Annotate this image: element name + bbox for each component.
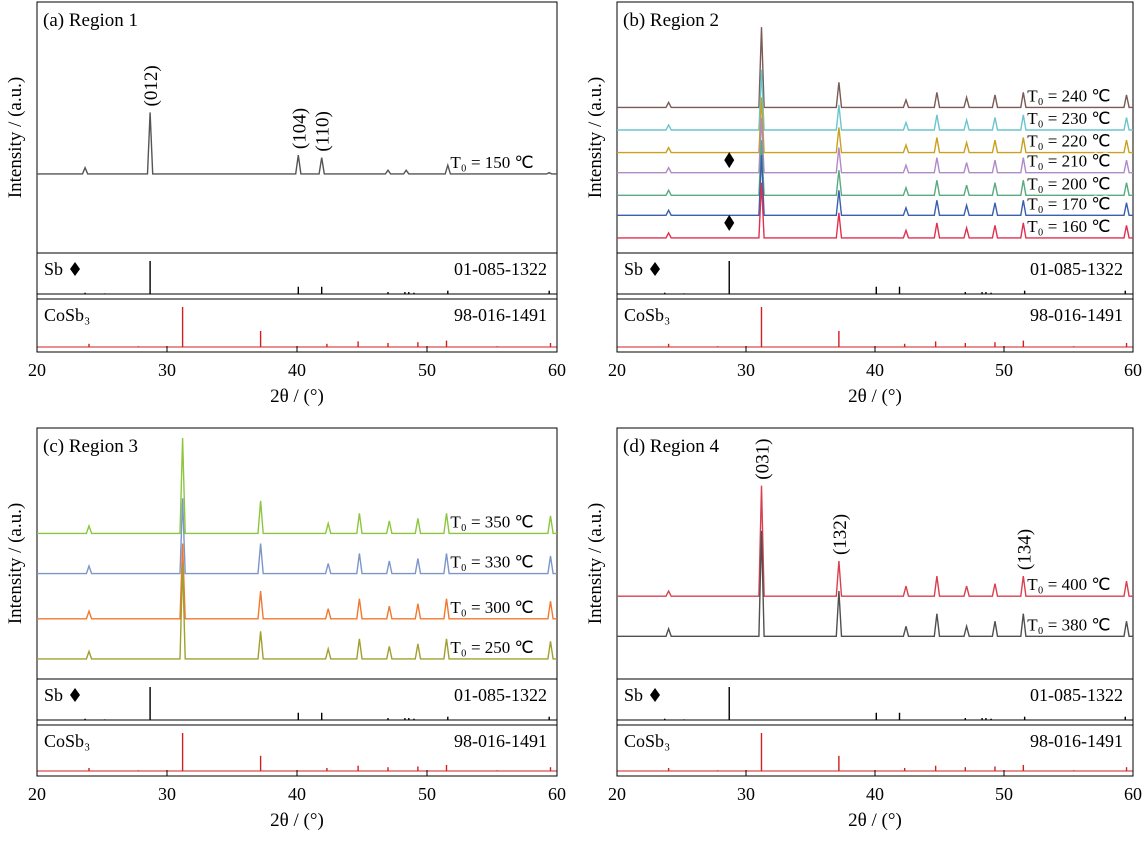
panel-title: (b) Region 2 xyxy=(623,10,719,31)
panel: (c) Region 3 T₀ = 350 ℃ T₀ = 330 ℃ T₀ = 300… xyxy=(5,427,566,831)
ref-name: Sb xyxy=(624,685,643,705)
peak-label: (132) xyxy=(830,514,851,555)
x-axis-label: 2θ / (°) xyxy=(270,810,324,831)
sb-symbol xyxy=(70,688,81,702)
ref-code: 98-016-1491 xyxy=(1030,305,1123,325)
xrd-pattern xyxy=(617,182,1133,239)
x-tick-label: 50 xyxy=(995,360,1013,380)
x-axis-label: 2θ / (°) xyxy=(848,386,902,407)
xrd-pattern xyxy=(37,498,557,575)
peak-label: (134) xyxy=(1014,529,1035,570)
series-label: T₀ = 230 ℃ xyxy=(1027,109,1110,128)
series-label: T₀ = 350 ℃ xyxy=(450,512,533,531)
sb-marker xyxy=(724,214,735,231)
x-tick-label: 50 xyxy=(418,360,436,380)
panel: (a) Region 1 T₀ = 150 ℃ (012) (104) (110) Sb 0… xyxy=(5,1,566,407)
series-label: T₀ = 160 ℃ xyxy=(1027,217,1110,236)
series-label: T₀ = 380 ℃ xyxy=(1027,615,1110,634)
ref-code: 01-085-1322 xyxy=(454,259,547,279)
panel-title: (c) Region 3 xyxy=(43,436,138,457)
xrd-pattern xyxy=(617,530,1133,637)
ref-name: Sb xyxy=(44,685,63,705)
series-label: T₀ = 250 ℃ xyxy=(450,638,533,657)
x-tick-label: 60 xyxy=(548,360,566,380)
x-tick-label: 40 xyxy=(866,360,884,380)
series-label: T₀ = 210 ℃ xyxy=(1027,152,1110,171)
panel: (d) Region 4 T₀ = 400 ℃ T₀ = 380 ℃ (031) (13… xyxy=(585,427,1142,831)
ref-name: Sb xyxy=(44,259,63,279)
x-tick-label: 20 xyxy=(28,360,46,380)
y-axis-label: Intensity / (a.u.) xyxy=(5,77,26,198)
xrd-pattern xyxy=(37,437,557,535)
sb-symbol xyxy=(70,262,81,276)
panel: (b) Region 2 T₀ = 240 ℃ T₀ = 230 ℃ T₀ = 220… xyxy=(585,1,1142,407)
xrd-pattern xyxy=(37,112,557,175)
series-label: T₀ = 300 ℃ xyxy=(450,598,533,617)
y-axis-label: Intensity / (a.u.) xyxy=(585,503,606,624)
y-axis-label: Intensity / (a.u.) xyxy=(5,503,26,624)
x-axis-label: 2θ / (°) xyxy=(848,810,902,831)
series-label: T₀ = 200 ℃ xyxy=(1027,174,1110,193)
ref-name: CoSb₃ xyxy=(44,731,90,751)
xrd-pattern xyxy=(617,140,1133,196)
series-label: T₀ = 150 ℃ xyxy=(450,153,533,172)
sb-symbol xyxy=(650,688,661,702)
ref-name: Sb xyxy=(624,259,643,279)
ref-code: 98-016-1491 xyxy=(1030,731,1123,751)
x-tick-label: 60 xyxy=(548,784,566,804)
x-tick-label: 30 xyxy=(158,784,176,804)
ref-name: CoSb₃ xyxy=(624,731,670,751)
x-tick-label: 40 xyxy=(866,784,884,804)
peak-label: (031) xyxy=(752,439,773,480)
xrd-pattern xyxy=(617,155,1133,216)
x-tick-label: 50 xyxy=(418,784,436,804)
ref-code: 01-085-1322 xyxy=(1030,259,1123,279)
sb-symbol xyxy=(650,262,661,276)
panel-title: (d) Region 4 xyxy=(623,436,720,457)
ref-code: 01-085-1322 xyxy=(454,685,547,705)
x-tick-label: 20 xyxy=(608,360,626,380)
x-axis-label: 2θ / (°) xyxy=(270,386,324,407)
x-tick-label: 60 xyxy=(1124,360,1142,380)
x-tick-label: 40 xyxy=(288,784,306,804)
ref-name: CoSb₃ xyxy=(44,305,90,325)
peak-label: (104) xyxy=(289,108,310,149)
ref-code: 98-016-1491 xyxy=(454,305,547,325)
x-tick-label: 30 xyxy=(737,360,755,380)
x-tick-label: 20 xyxy=(28,784,46,804)
series-label: T₀ = 400 ℃ xyxy=(1027,575,1110,594)
xrd-pattern xyxy=(617,97,1133,154)
x-tick-label: 40 xyxy=(288,360,306,380)
x-tick-label: 50 xyxy=(995,784,1013,804)
panel-frame xyxy=(616,427,1134,777)
xrd-pattern xyxy=(37,563,557,660)
sb-marker xyxy=(724,152,735,169)
xrd-pattern xyxy=(617,485,1133,597)
ref-code: 98-016-1491 xyxy=(454,731,547,751)
x-tick-label: 30 xyxy=(737,784,755,804)
x-tick-label: 30 xyxy=(158,360,176,380)
xrd-pattern xyxy=(617,117,1133,174)
series-label: T₀ = 330 ℃ xyxy=(450,553,533,572)
ref-name: CoSb₃ xyxy=(624,305,670,325)
panel-title: (a) Region 1 xyxy=(43,10,138,31)
x-tick-label: 20 xyxy=(608,784,626,804)
series-label: T₀ = 170 ℃ xyxy=(1027,194,1110,213)
xrd-pattern xyxy=(617,27,1133,109)
series-label: T₀ = 240 ℃ xyxy=(1027,86,1110,105)
xrd-pattern xyxy=(37,543,557,620)
peak-label: (012) xyxy=(141,65,162,106)
ref-code: 01-085-1322 xyxy=(1030,685,1123,705)
series-label: T₀ = 220 ℃ xyxy=(1027,132,1110,151)
y-axis-label: Intensity / (a.u.) xyxy=(585,77,606,198)
x-tick-label: 60 xyxy=(1124,784,1142,804)
peak-label: (110) xyxy=(313,111,334,151)
xrd-pattern xyxy=(617,69,1133,131)
